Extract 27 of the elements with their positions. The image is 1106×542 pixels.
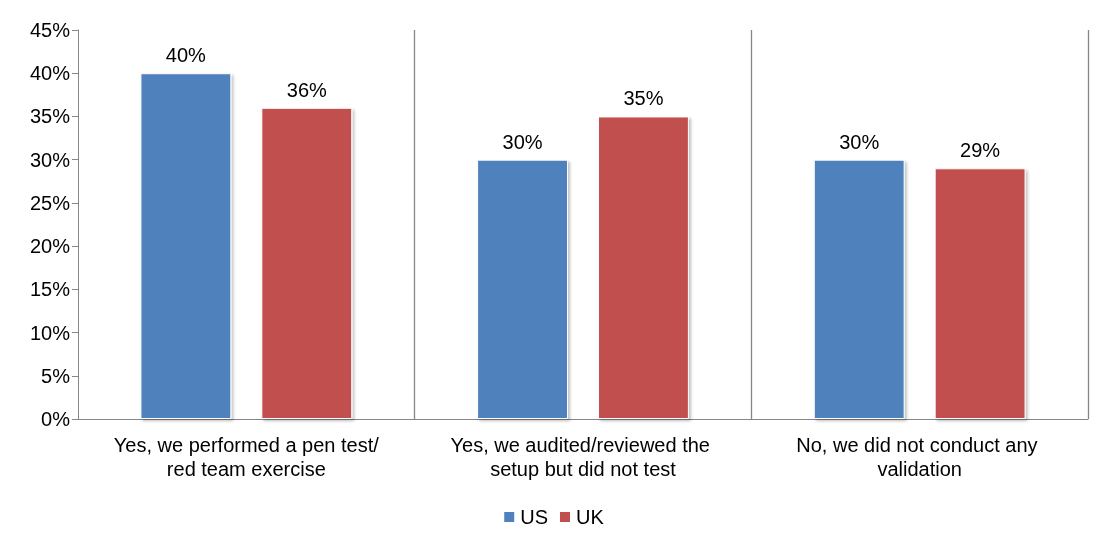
x-tick-label: Yes, we performed a pen test/red team exercise [113, 434, 380, 480]
y-tick-label: 15% [29, 278, 71, 301]
y-tick-label: 35% [29, 105, 71, 128]
x-tick-label: Yes, we audited/reviewed the setup but did not test [450, 434, 716, 480]
bar [813, 159, 905, 419]
y-tick-label: 10% [29, 321, 71, 344]
data-label: 40% [165, 44, 207, 67]
bar [934, 168, 1026, 419]
bar [140, 73, 232, 419]
data-label: 30% [839, 130, 880, 153]
y-tick-label: 20% [29, 235, 71, 258]
legend-label: US [520, 506, 549, 528]
bar [598, 116, 689, 419]
y-tick-label: 30% [29, 148, 71, 171]
data-label: 36% [286, 78, 328, 101]
data-label: 35% [623, 87, 664, 110]
bar [477, 159, 568, 419]
y-tick-label: 0% [41, 408, 71, 430]
y-tick-label: 40% [29, 62, 71, 85]
legend-label: UK [576, 506, 605, 528]
data-label: 30% [502, 130, 543, 153]
y-tick-label: 45% [29, 19, 71, 41]
bar [261, 107, 353, 419]
y-tick-label: 25% [29, 191, 71, 214]
x-tick-label: No, we did not conduct any validation [796, 434, 1044, 480]
y-tick-label: 5% [41, 364, 71, 387]
data-label: 29% [960, 139, 1001, 162]
